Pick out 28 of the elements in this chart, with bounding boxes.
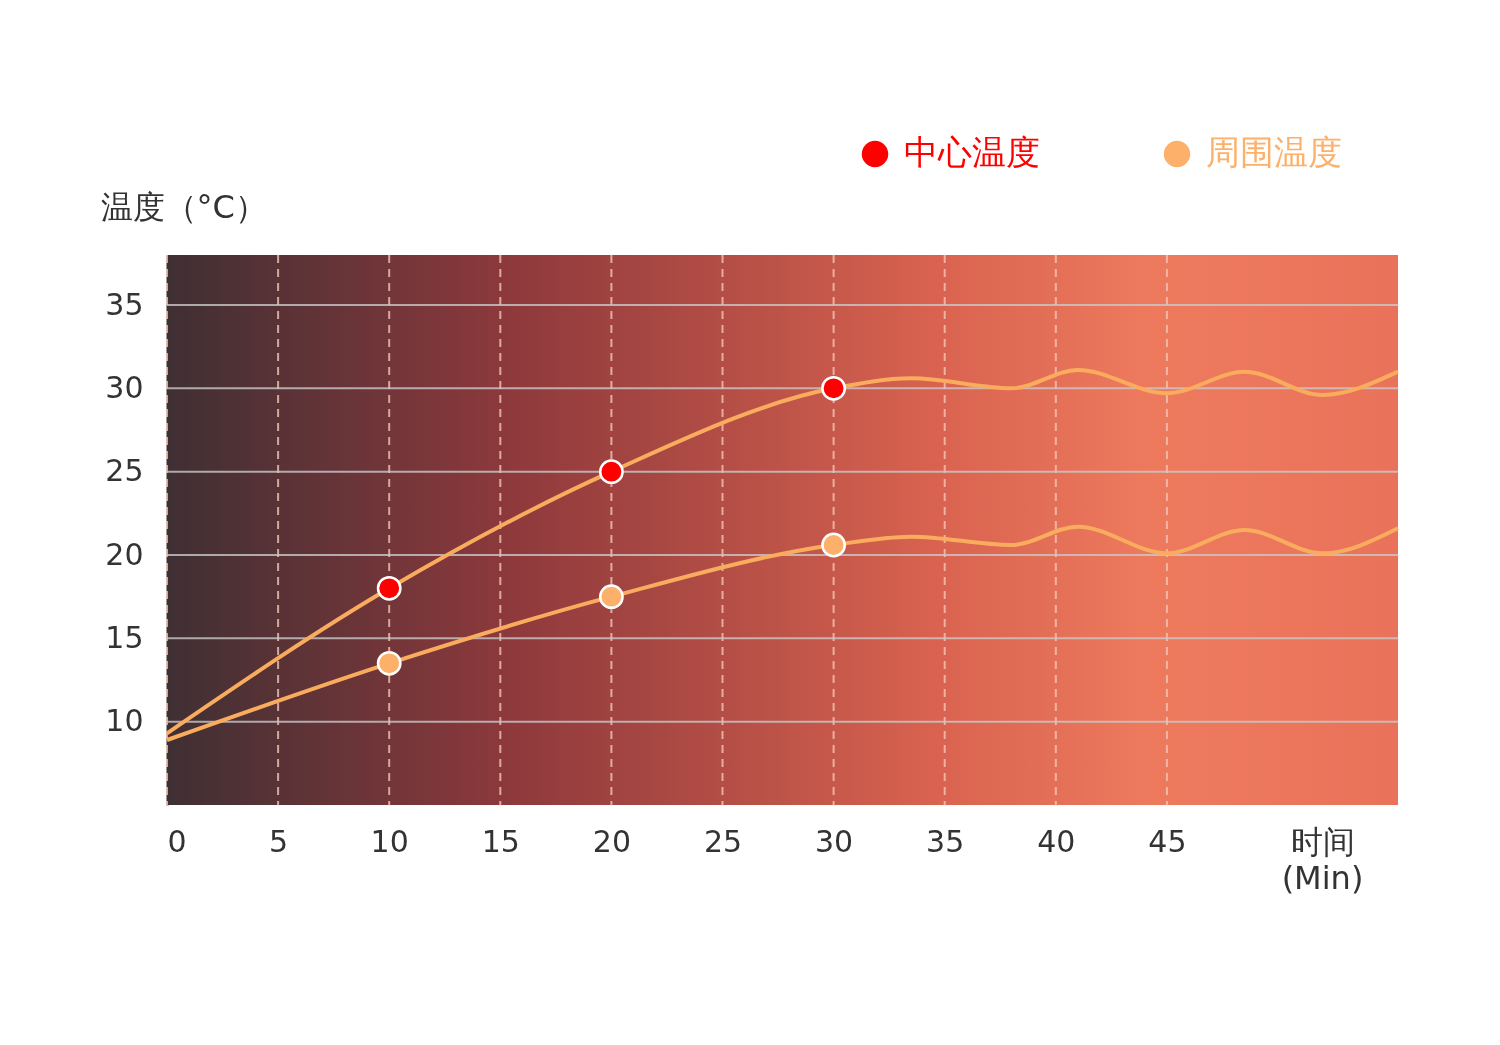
- x-tick-label: 5: [269, 823, 289, 859]
- y-axis-title: 温度（°C）: [100, 187, 267, 226]
- x-tick-label: 35: [926, 823, 965, 859]
- x-tick-label: 15: [481, 823, 520, 859]
- x-tick-label: 10: [370, 823, 409, 859]
- line-series: [165, 368, 1400, 736]
- line-series: [165, 524, 1400, 742]
- point: [598, 584, 624, 610]
- y-tick-label: 25: [105, 453, 144, 489]
- x-axis-title: 时间 (Min): [1281, 822, 1364, 897]
- x-tick-label: 40: [1037, 823, 1076, 859]
- point: [821, 532, 847, 558]
- point: [598, 459, 624, 485]
- y-tick-label: 15: [105, 619, 144, 655]
- point: [821, 375, 847, 401]
- x-tick-label: 0: [167, 823, 187, 859]
- legend-label: 周围温度: [1206, 132, 1342, 172]
- x-tick-label: 30: [815, 823, 854, 859]
- x-tick-label: 25: [703, 823, 743, 859]
- y-tick-label: 10: [105, 703, 144, 739]
- x-tick-label: 20: [592, 823, 631, 859]
- y-tick-label: 30: [105, 369, 144, 405]
- y-tick-label: 20: [105, 536, 144, 572]
- point: [376, 575, 402, 601]
- x-tick-label: 45: [1148, 823, 1187, 859]
- y-tick-label: 35: [105, 286, 144, 322]
- legend-label: 中心温度: [904, 132, 1040, 172]
- point: [376, 650, 402, 676]
